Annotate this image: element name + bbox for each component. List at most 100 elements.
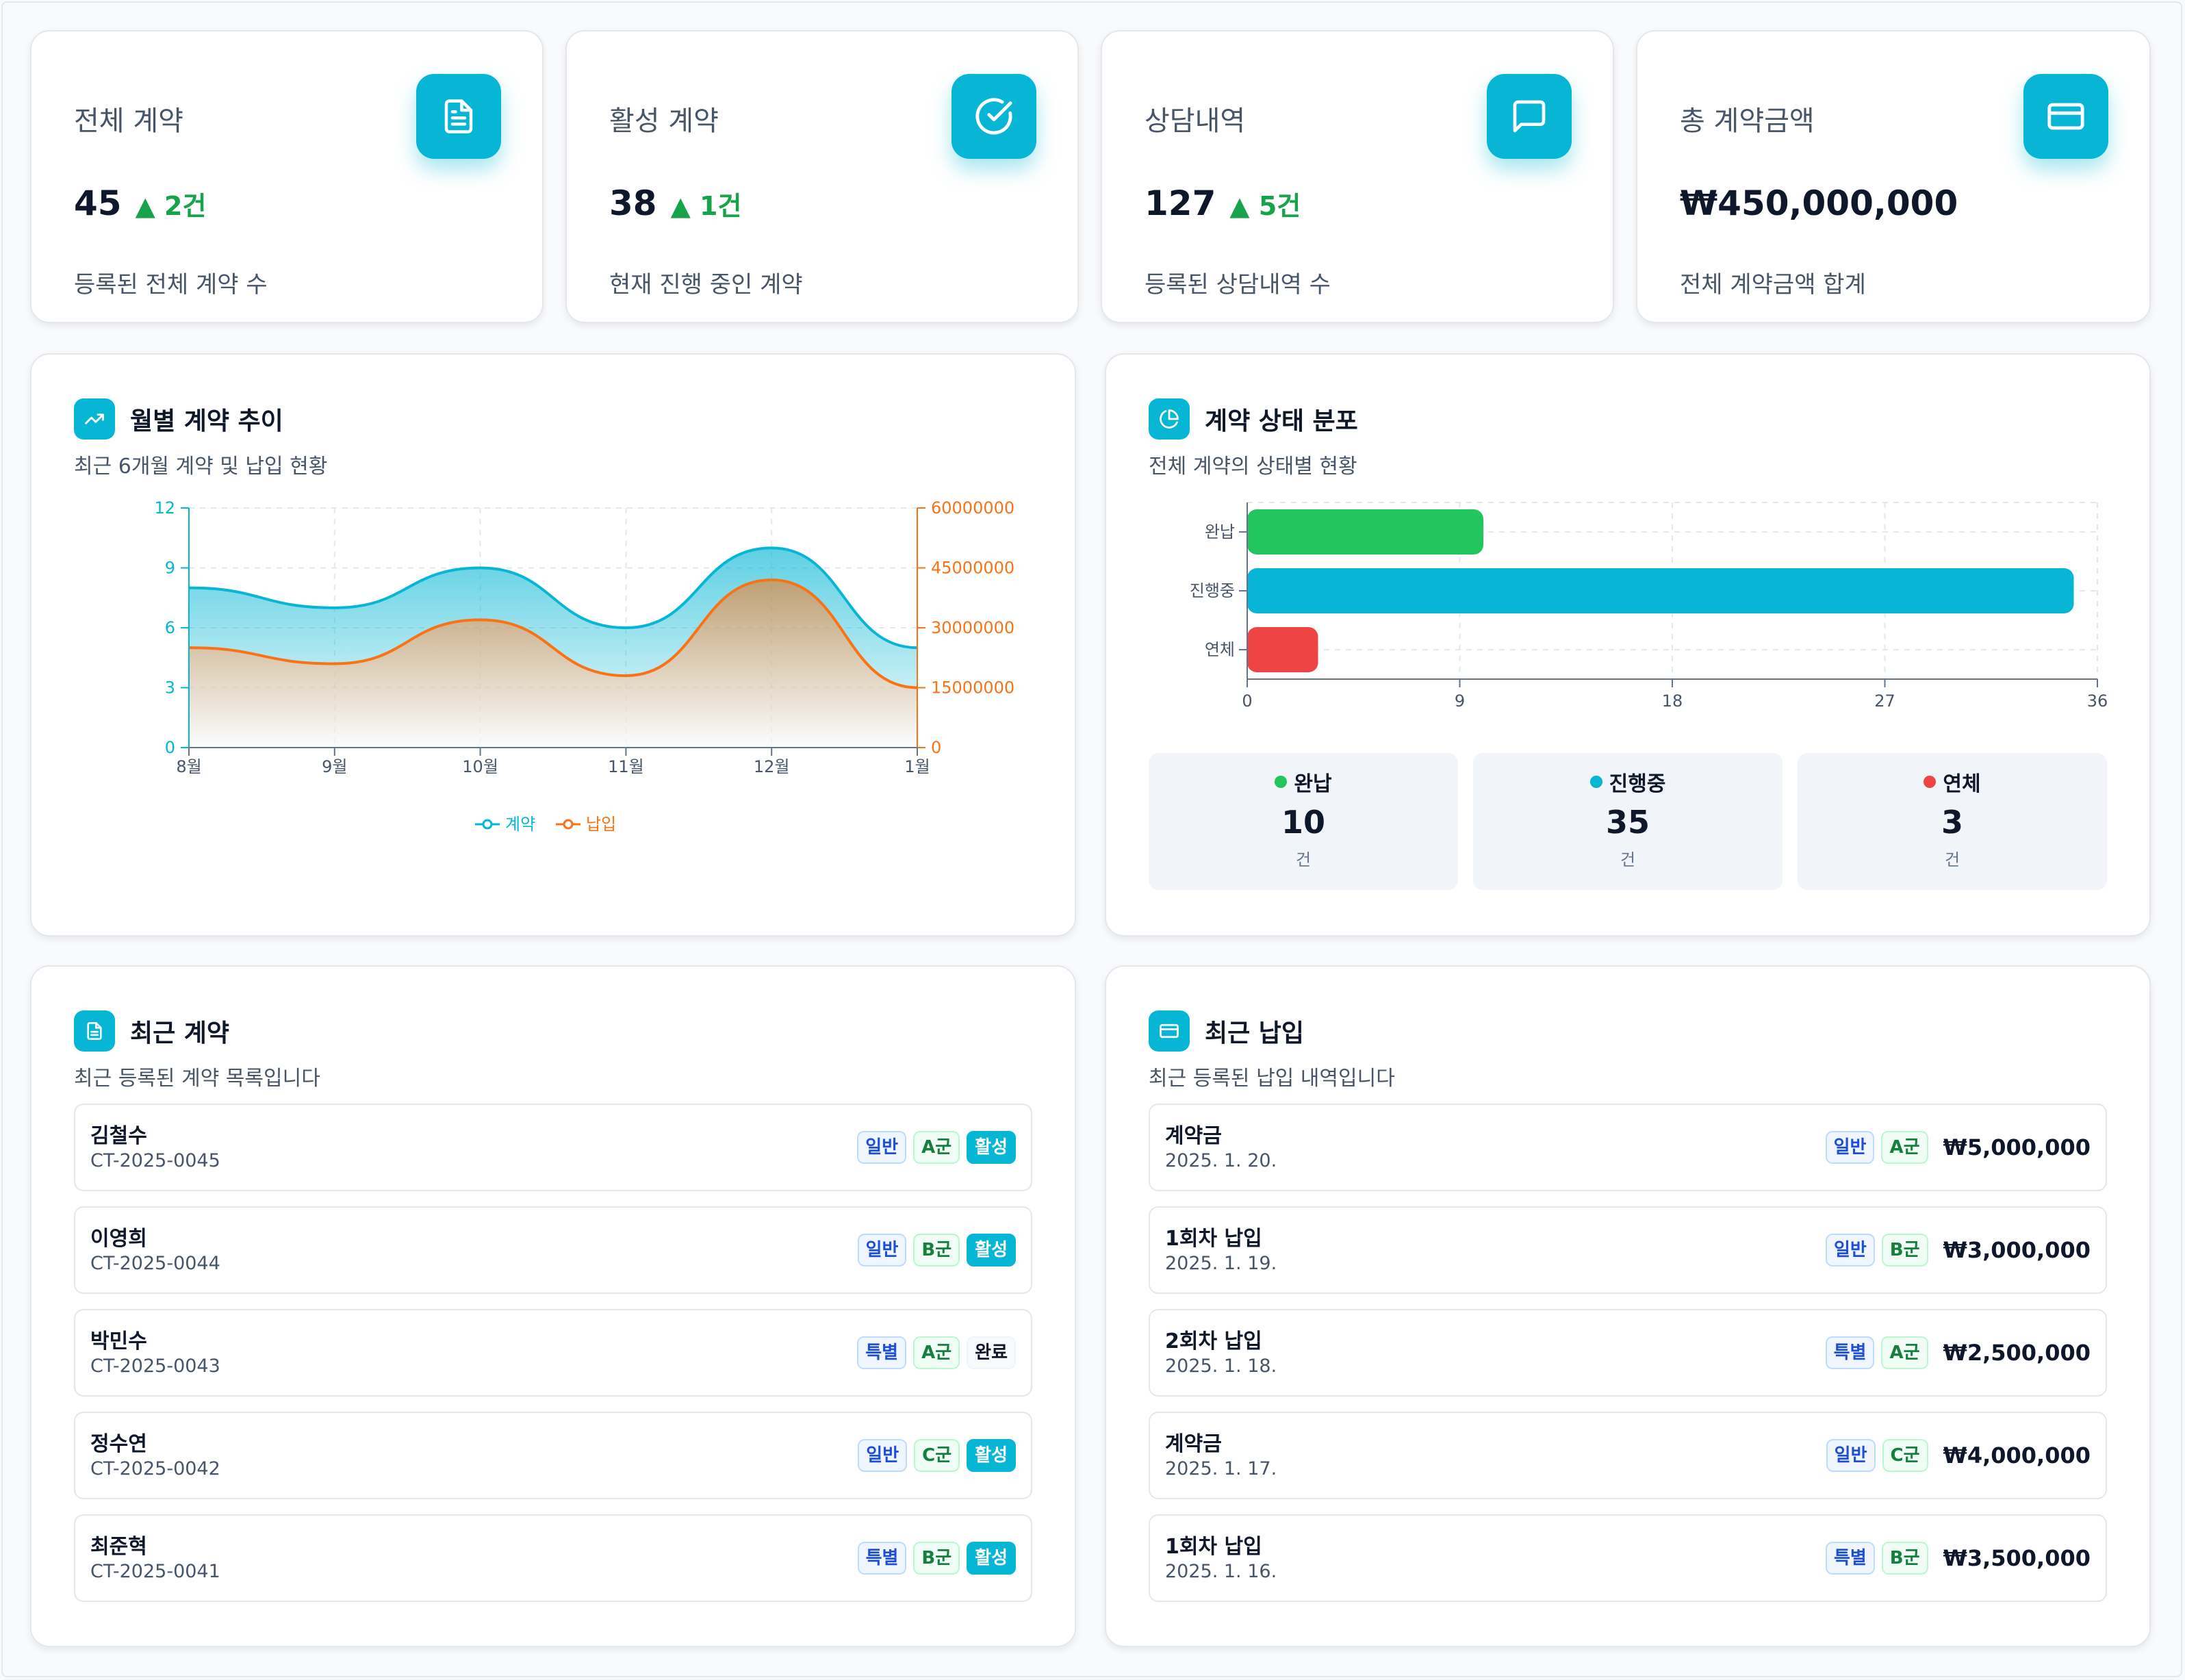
payment-date: 2025. 1. 16. <box>1165 1561 1277 1582</box>
contract-name: 이영희 <box>90 1227 147 1251</box>
stat-value: 38 <box>609 183 657 223</box>
status-distribution-panel: 계약 상태 분포 전체 계약의 상태별 현황 완납 진행중 연체 0 9 18 27 36 완… <box>1105 353 2151 937</box>
contract-series-line <box>188 546 918 650</box>
status-unit: 건 <box>1620 850 1636 869</box>
status-badge: 활성 <box>967 1542 1016 1575</box>
credit-card-icon <box>2023 74 2108 159</box>
contract-code: CT-2025-0045 <box>90 1150 220 1171</box>
monthly-trend-chart: 0 3 6 9 12 0 15000000 30000000 45000000 60000000 8… <box>154 498 1014 834</box>
group-badge: B군 <box>1881 1542 1928 1575</box>
payment-amount: ₩5,000,000 <box>1943 1134 2091 1160</box>
list-item[interactable]: 박민수 CT-2025-0043 특별 A군 완료 <box>74 1309 1032 1397</box>
group-badge: B군 <box>1881 1234 1928 1267</box>
panel-subtitle: 전체 계약의 상태별 현황 <box>1149 455 1357 479</box>
list-item[interactable]: 계약금 2025. 1. 20. 일반 A군 ₩5,000,000 <box>1149 1104 2107 1191</box>
payment-date: 2025. 1. 17. <box>1165 1458 1277 1479</box>
payment-amount: ₩4,000,000 <box>1943 1442 2091 1468</box>
legend-label: 납입 <box>586 815 616 834</box>
type-badge: 일반 <box>858 1439 908 1472</box>
list-item[interactable]: 최준혁 CT-2025-0041 특별 B군 활성 <box>74 1514 1032 1602</box>
panel-subtitle: 최근 등록된 납입 내역입니다 <box>1149 1067 1395 1091</box>
status-bar[interactable] <box>1247 568 2074 613</box>
legend-item-contract[interactable]: 계약 <box>475 815 535 834</box>
contracts-list: 김철수 CT-2025-0045 일반 A군 활성 이영희 CT-2025-00… <box>74 1104 1032 1617</box>
group-badge: A군 <box>913 1131 960 1164</box>
y-tick-label-left: 9 <box>165 559 175 578</box>
y-tick-label-right: 60000000 <box>931 498 1014 518</box>
list-item[interactable]: 계약금 2025. 1. 17. 일반 C군 ₩4,000,000 <box>1149 1412 2107 1499</box>
contract-code: CT-2025-0044 <box>90 1253 220 1274</box>
payments-list: 계약금 2025. 1. 20. 일반 A군 ₩5,000,000 1회차 납입… <box>1149 1104 2107 1617</box>
y-tick-label: 연체 <box>1205 640 1235 659</box>
type-badge: 일반 <box>857 1234 907 1267</box>
x-tick-label: 18 <box>1662 691 1683 711</box>
stat-title: 상담내역 <box>1145 105 1246 137</box>
list-item[interactable]: 2회차 납입 2025. 1. 18. 특별 A군 ₩2,500,000 <box>1149 1309 2107 1397</box>
payment-name: 계약금 <box>1165 1432 1222 1456</box>
status-badge: 활성 <box>967 1234 1016 1267</box>
payment-name: 계약금 <box>1165 1124 1222 1148</box>
status-label: 완납 <box>1294 772 1332 796</box>
type-badge: 특별 <box>857 1336 907 1369</box>
panel-title: 최근 납입 <box>1205 1019 1305 1047</box>
stat-title: 총 계약금액 <box>1680 105 1815 137</box>
payment-amount: ₩3,000,000 <box>1943 1237 2091 1263</box>
stat-title: 전체 계약 <box>74 105 183 137</box>
status-bar[interactable] <box>1247 509 1483 555</box>
contract-code: CT-2025-0043 <box>90 1356 220 1377</box>
y-tick-label-right: 15000000 <box>931 678 1014 698</box>
y-tick-label-right: 0 <box>931 738 941 757</box>
payment-name: 1회차 납입 <box>1165 1227 1262 1251</box>
y-tick-label-right: 30000000 <box>931 618 1014 637</box>
y-tick-label-left: 3 <box>165 678 175 698</box>
contract-name: 정수연 <box>90 1432 147 1456</box>
list-item[interactable]: 이영희 CT-2025-0044 일반 B군 활성 <box>74 1206 1032 1294</box>
stat-delta: ▲ 1건 <box>670 191 742 221</box>
payment-name: 2회차 납입 <box>1165 1329 1262 1353</box>
y-tick-label-right: 45000000 <box>931 559 1014 578</box>
stat-delta: ▲ 5건 <box>1229 191 1301 221</box>
status-label: 진행중 <box>1609 772 1666 796</box>
payment-amount: ₩3,500,000 <box>1943 1545 2091 1571</box>
message-icon <box>1487 74 1572 159</box>
stat-description: 등록된 상담내역 수 <box>1145 271 1331 298</box>
list-item[interactable]: 정수연 CT-2025-0042 일반 C군 활성 <box>74 1412 1032 1499</box>
status-box-overdue: 연체 3 건 <box>1798 753 2107 890</box>
x-tick-label: 8월 <box>176 757 201 776</box>
list-item[interactable]: 1회차 납입 2025. 1. 16. 특별 B군 ₩3,500,000 <box>1149 1514 2107 1602</box>
stat-description: 현재 진행 중인 계약 <box>609 271 803 298</box>
contract-name: 김철수 <box>90 1124 147 1148</box>
group-badge: A군 <box>913 1336 960 1369</box>
x-tick-label: 10월 <box>462 757 498 776</box>
contract-code: CT-2025-0042 <box>90 1458 220 1479</box>
status-dot <box>1589 776 1602 788</box>
recent-payments-panel: 최근 납입 최근 등록된 납입 내역입니다 계약금 2025. 1. 20. 일… <box>1105 965 2151 1647</box>
contract-name: 최준혁 <box>90 1535 147 1559</box>
x-tick-label: 0 <box>1242 691 1252 711</box>
type-badge: 특별 <box>857 1542 907 1575</box>
list-item[interactable]: 김철수 CT-2025-0045 일반 A군 활성 <box>74 1104 1032 1191</box>
type-badge: 일반 <box>1825 1234 1875 1267</box>
y-tick-label: 진행중 <box>1190 581 1235 600</box>
x-tick-label: 27 <box>1874 691 1895 711</box>
type-badge: 특별 <box>1825 1336 1875 1369</box>
status-badge: 활성 <box>967 1439 1016 1472</box>
status-badge: 완료 <box>967 1336 1016 1369</box>
payment-series-line <box>188 578 918 689</box>
x-tick-label: 12월 <box>754 757 790 776</box>
legend-label: 계약 <box>505 815 535 834</box>
list-item[interactable]: 1회차 납입 2025. 1. 19. 일반 B군 ₩3,000,000 <box>1149 1206 2107 1294</box>
status-count: 3 <box>1941 804 1963 841</box>
trending-up-icon <box>74 398 115 440</box>
type-badge: 일반 <box>1825 1131 1875 1164</box>
contract-code: CT-2025-0041 <box>90 1561 220 1582</box>
legend-item-payment[interactable]: 납입 <box>556 815 616 834</box>
type-badge: 특별 <box>1825 1542 1875 1575</box>
status-dot <box>1275 776 1288 788</box>
status-unit: 건 <box>1944 850 1960 869</box>
panel-subtitle: 최근 6개월 계약 및 납입 현황 <box>74 455 328 479</box>
payment-date: 2025. 1. 20. <box>1165 1150 1277 1171</box>
pie-chart-icon <box>1149 398 1190 440</box>
status-bar[interactable] <box>1247 627 1318 672</box>
